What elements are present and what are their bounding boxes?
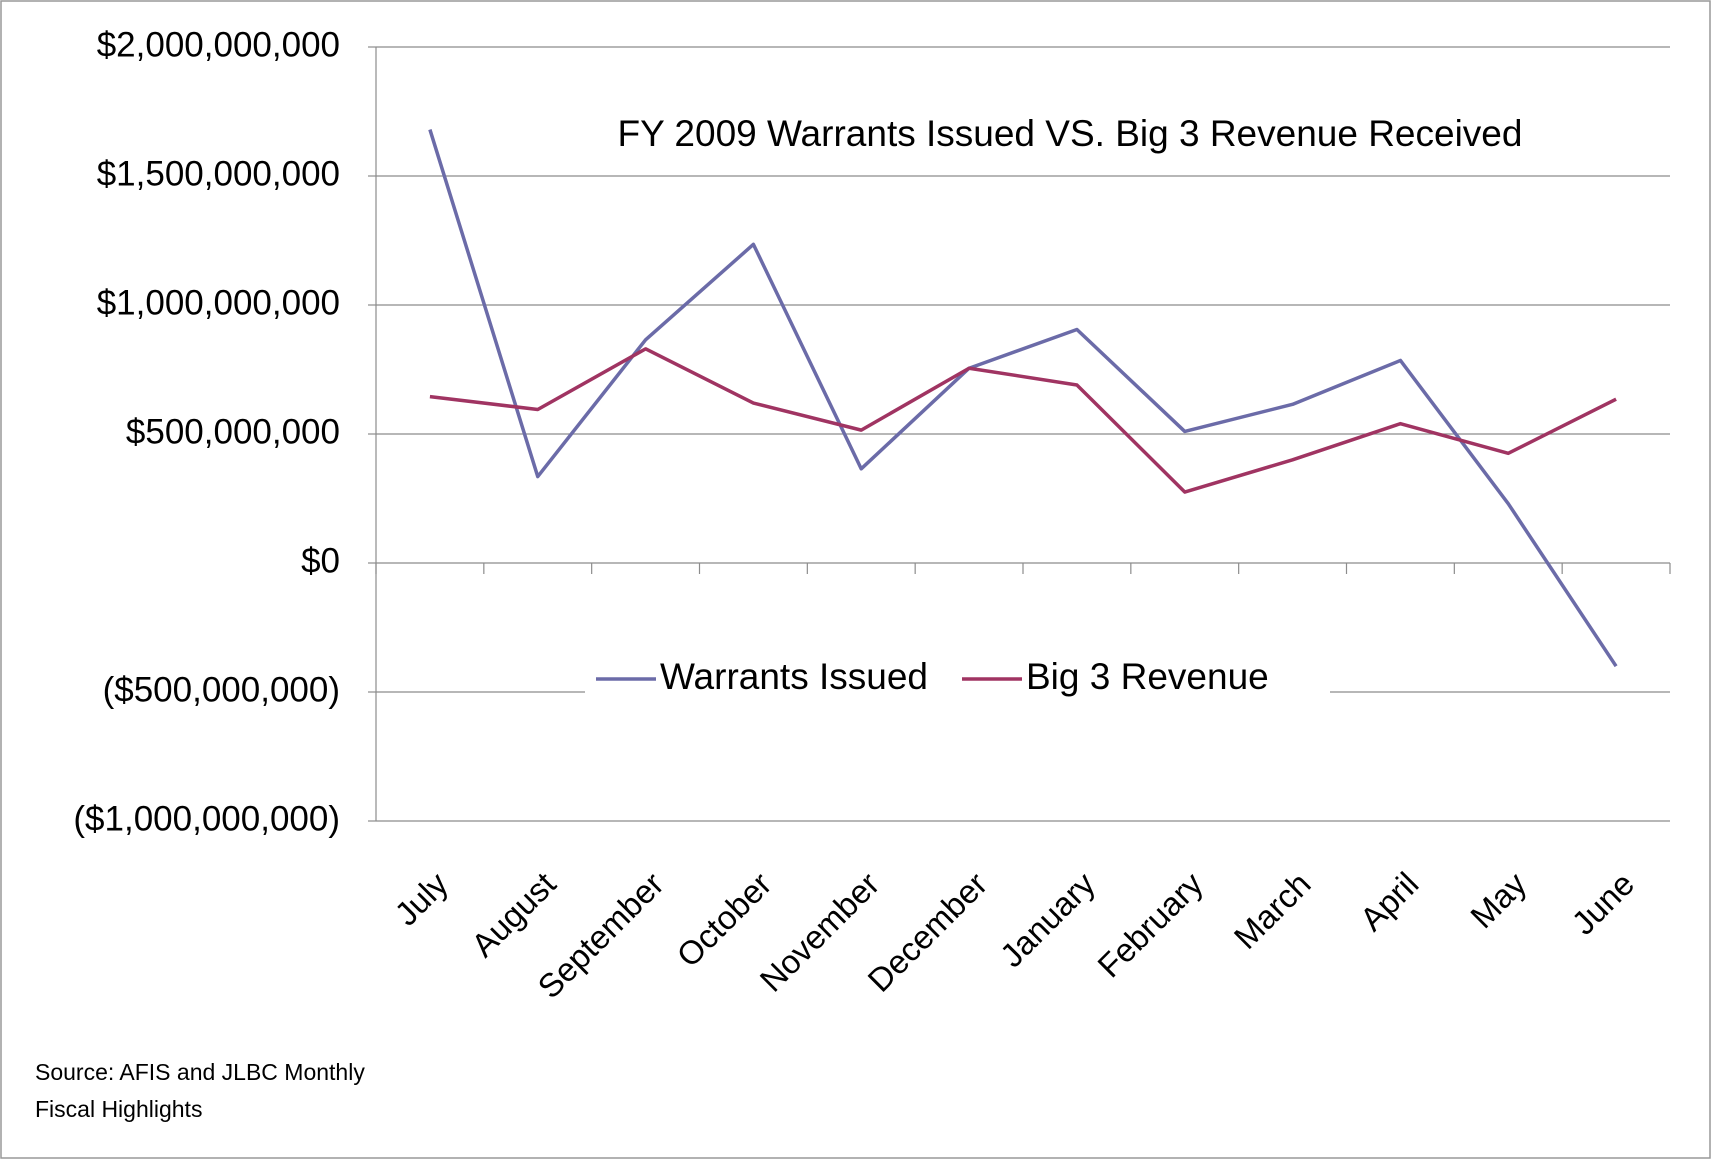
legend-label: Warrants Issued	[660, 656, 928, 697]
y-tick-label: $2,000,000,000	[97, 25, 340, 64]
series-line	[428, 129, 1618, 668]
legend: Warrants Issued Big 3 Revenue	[585, 653, 1330, 705]
plot	[428, 129, 1618, 668]
y-tick-label: $1,500,000,000	[97, 154, 340, 193]
y-tick-label: ($500,000,000)	[103, 670, 340, 709]
y-tick-label: $1,000,000,000	[97, 283, 340, 322]
y-tick-label: $0	[301, 541, 340, 580]
y-tick-label: $500,000,000	[126, 412, 340, 451]
legend-label: Big 3 Revenue	[1026, 656, 1269, 697]
chart-title: FY 2009 Warrants Issued VS. Big 3 Revenu…	[618, 113, 1523, 154]
series-line	[429, 347, 1617, 494]
y-tick-label: ($1,000,000,000)	[73, 799, 340, 838]
source-note: Source: AFIS and JLBC Monthly Fiscal High…	[35, 1059, 365, 1122]
legend-box	[585, 653, 1330, 705]
